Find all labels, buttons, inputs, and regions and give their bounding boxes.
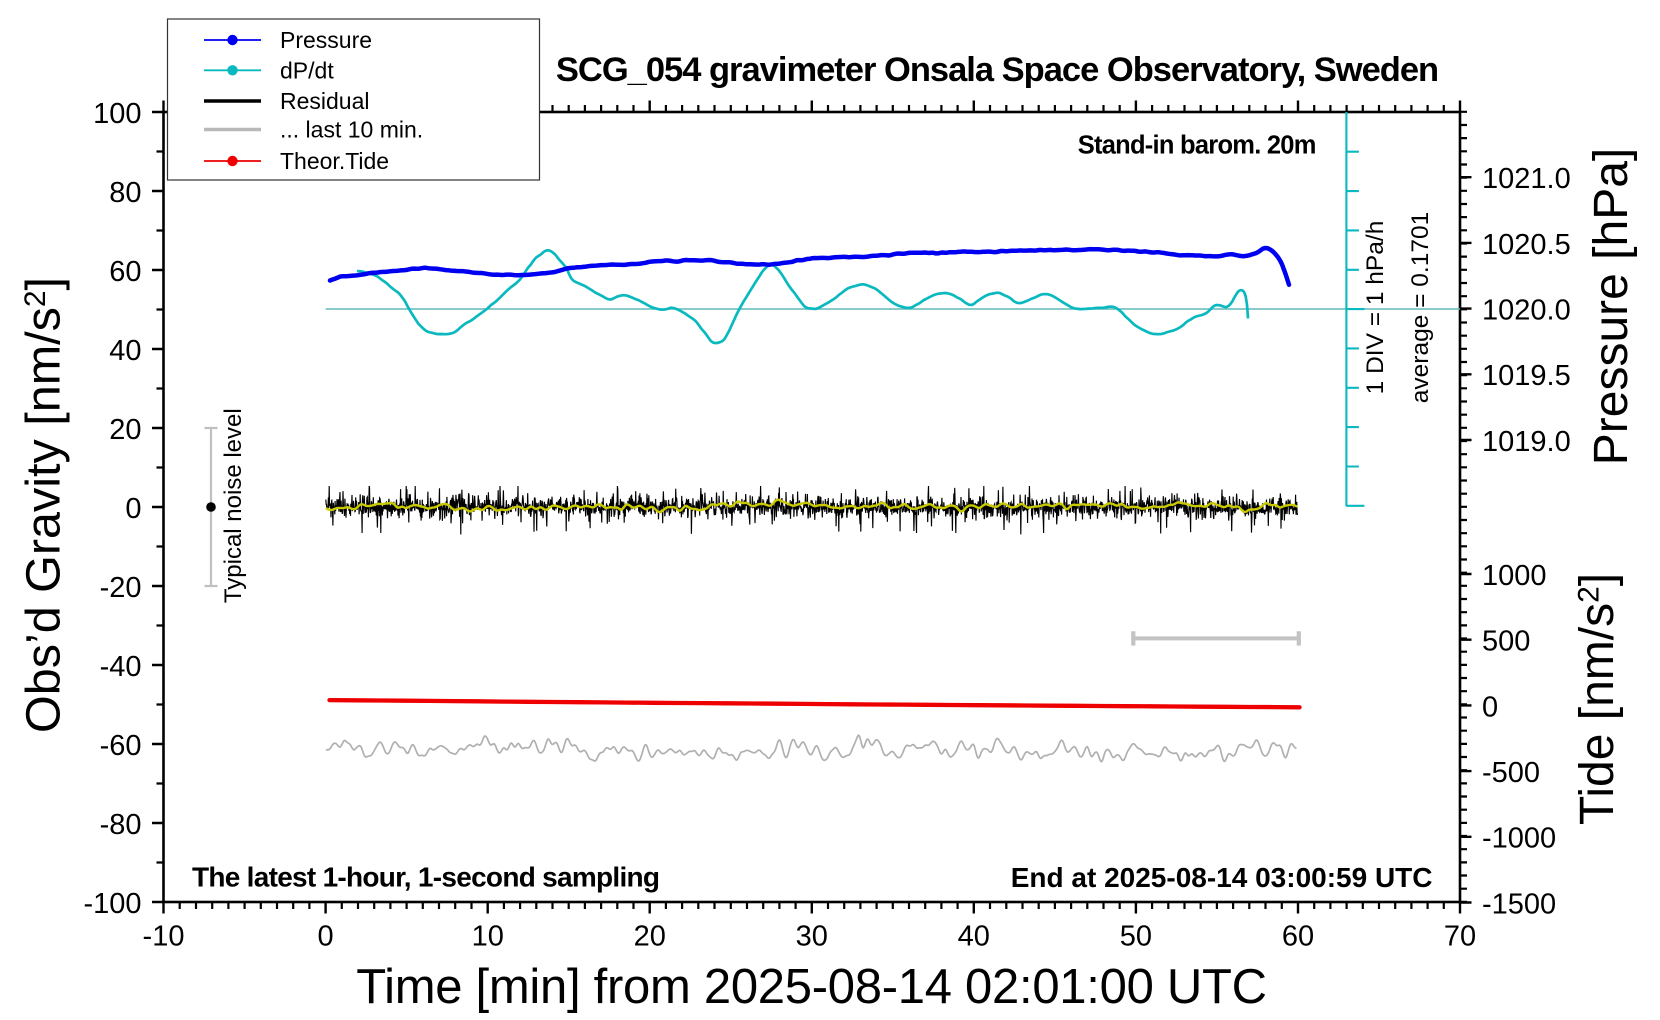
svg-text:70: 70	[1444, 920, 1476, 952]
svg-text:Pressure: Pressure	[280, 27, 372, 53]
svg-text:-1500: -1500	[1482, 888, 1556, 920]
svg-text:Obs’d Gravity [nm/s2]: Obs’d Gravity [nm/s2]	[16, 277, 70, 733]
svg-text:1000: 1000	[1482, 560, 1547, 592]
svg-text:-10: -10	[143, 920, 185, 952]
svg-text:Typical noise level: Typical noise level	[220, 408, 247, 603]
svg-text:Time [min] from 2025-08-14 02:: Time [min] from 2025-08-14 02:01:00 UTC	[356, 960, 1267, 1014]
svg-text:20: 20	[634, 920, 666, 952]
svg-text:0: 0	[1482, 691, 1498, 723]
svg-text:average = 0.1701: average = 0.1701	[1407, 212, 1434, 403]
svg-text:1 DIV = 1 hPa/h: 1 DIV = 1 hPa/h	[1362, 221, 1389, 395]
svg-text:40: 40	[109, 335, 141, 367]
svg-text:1020.5: 1020.5	[1482, 229, 1571, 261]
svg-text:dP/dt: dP/dt	[280, 58, 334, 84]
svg-text:The latest 1-hour, 1-second sa: The latest 1-hour, 1-second sampling	[192, 862, 659, 893]
svg-text:10: 10	[472, 920, 504, 952]
svg-text:0: 0	[318, 920, 334, 952]
svg-text:20: 20	[109, 414, 141, 446]
svg-text:500: 500	[1482, 626, 1530, 658]
svg-text:Theor.Tide: Theor.Tide	[280, 148, 389, 174]
svg-text:... last 10 min.: ... last 10 min.	[280, 117, 423, 143]
svg-text:-40: -40	[100, 651, 142, 683]
svg-text:SCG_054 gravimeter Onsala Spac: SCG_054 gravimeter Onsala Space Observat…	[556, 51, 1438, 89]
svg-text:-20: -20	[100, 572, 142, 604]
svg-text:60: 60	[1282, 920, 1314, 952]
svg-text:0: 0	[125, 493, 141, 525]
svg-text:50: 50	[1120, 920, 1152, 952]
svg-text:100: 100	[93, 98, 141, 130]
svg-text:40: 40	[958, 920, 990, 952]
svg-text:-60: -60	[100, 730, 142, 762]
svg-text:1019.5: 1019.5	[1482, 360, 1571, 392]
svg-text:1020.0: 1020.0	[1482, 295, 1571, 327]
svg-text:-80: -80	[100, 809, 142, 841]
svg-text:Stand-in barom. 20m: Stand-in barom. 20m	[1078, 132, 1316, 160]
svg-text:Residual: Residual	[280, 88, 370, 114]
svg-text:1021.0: 1021.0	[1482, 163, 1571, 195]
svg-text:-1000: -1000	[1482, 823, 1556, 855]
svg-text:-100: -100	[83, 888, 141, 920]
svg-text:1019.0: 1019.0	[1482, 426, 1571, 458]
svg-text:60: 60	[109, 256, 141, 288]
svg-text:End at 2025-08-14 03:00:59 UTC: End at 2025-08-14 03:00:59 UTC	[1011, 862, 1433, 893]
svg-text:Pressure [hPa]: Pressure [hPa]	[1585, 148, 1638, 465]
svg-text:30: 30	[796, 920, 828, 952]
svg-text:Tide [nm/s2]: Tide [nm/s2]	[1571, 573, 1624, 825]
svg-text:-500: -500	[1482, 757, 1540, 789]
svg-text:80: 80	[109, 177, 141, 209]
